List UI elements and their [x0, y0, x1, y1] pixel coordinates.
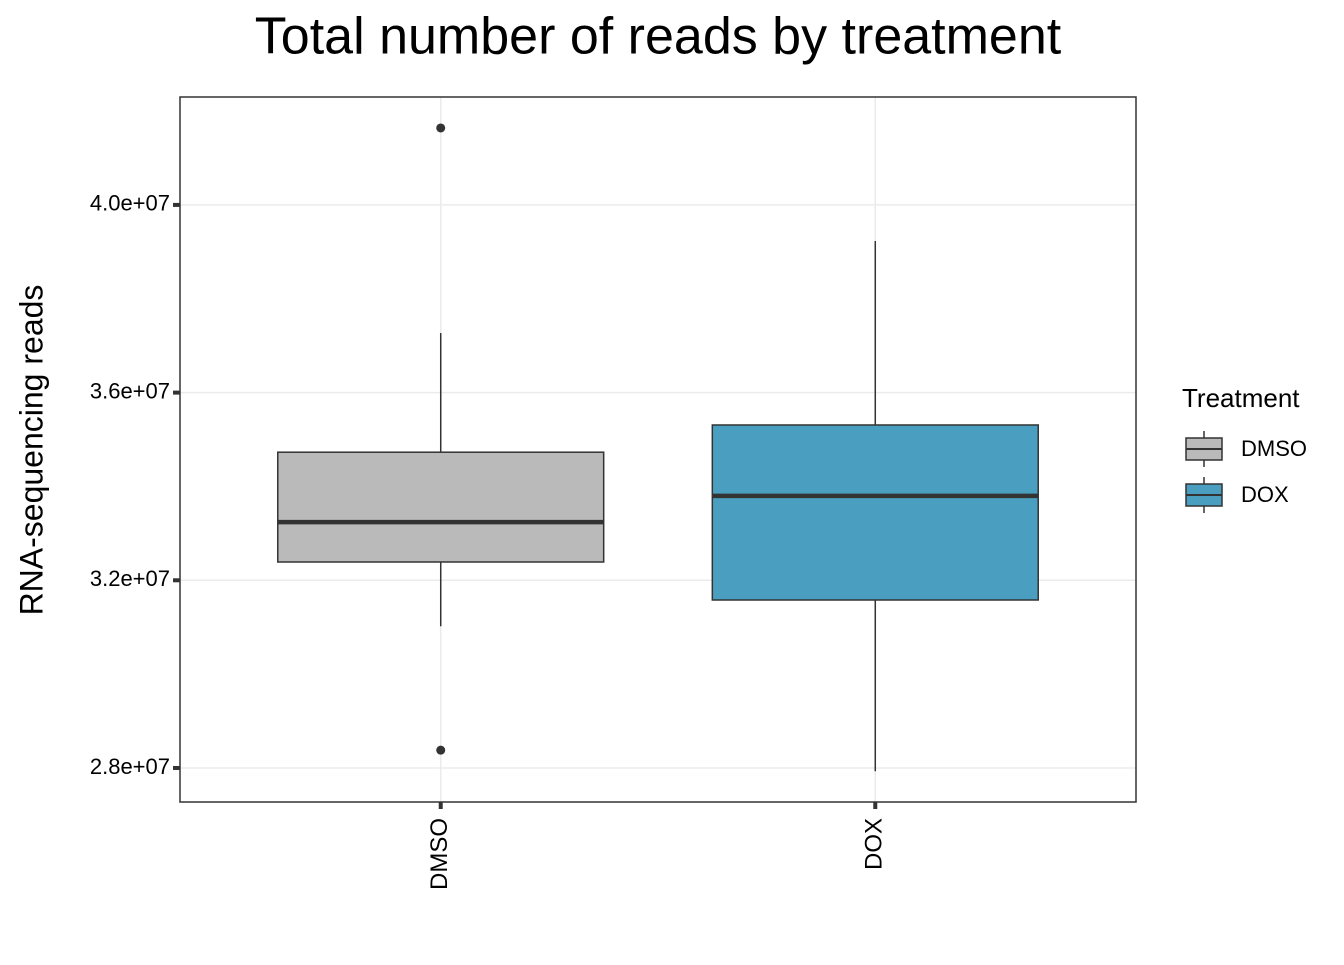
- legend-label: DOX: [1241, 482, 1289, 507]
- x-tick-label: DOX: [861, 818, 888, 870]
- y-tick-label: 4.0e+07: [90, 191, 170, 216]
- y-axis-label: RNA-sequencing reads: [13, 285, 49, 616]
- x-tick-label: DMSO: [426, 818, 453, 890]
- box: [711, 424, 1039, 601]
- outlier: [436, 745, 446, 755]
- plot-border: [179, 96, 1137, 803]
- y-tick-label: 2.8e+07: [90, 754, 170, 779]
- y-tick-label: 3.6e+07: [90, 378, 170, 403]
- y-tick-label: 3.2e+07: [90, 566, 170, 591]
- outlier: [436, 123, 446, 133]
- legend-label: DMSO: [1241, 436, 1307, 461]
- chart-title: Total number of reads by treatment: [255, 8, 1062, 66]
- legend-title: Treatment: [1182, 383, 1300, 413]
- box: [277, 451, 605, 563]
